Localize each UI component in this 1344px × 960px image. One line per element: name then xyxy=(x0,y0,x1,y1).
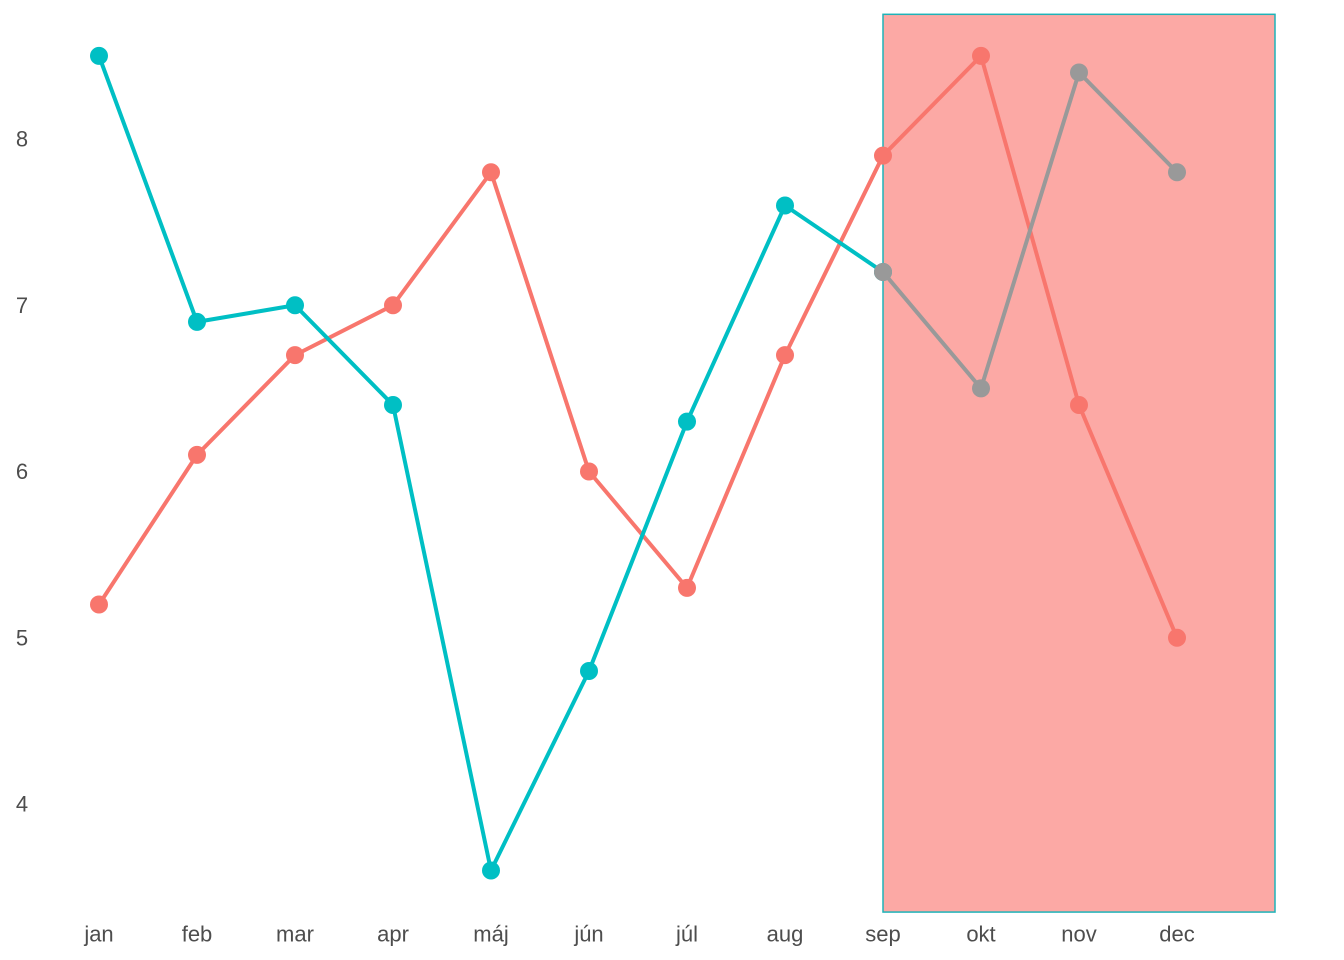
x-tick-label: sep xyxy=(865,922,900,947)
highlight-region xyxy=(882,13,1276,913)
data-point xyxy=(874,263,892,281)
series-1 xyxy=(90,46,1186,647)
y-tick-label: 6 xyxy=(16,459,28,484)
x-tick-label: mar xyxy=(276,922,314,947)
data-point xyxy=(90,46,108,65)
data-point xyxy=(1070,63,1088,82)
x-tick-label: dec xyxy=(1159,922,1194,947)
x-tick-label: apr xyxy=(377,922,409,947)
data-point xyxy=(384,296,402,315)
data-point xyxy=(972,46,990,65)
data-point xyxy=(286,346,304,365)
data-point xyxy=(1168,163,1186,182)
data-point xyxy=(286,296,304,315)
y-axis: 4 5 6 7 8 xyxy=(16,127,28,817)
data-point xyxy=(90,595,108,614)
data-point xyxy=(188,445,206,464)
y-tick-label: 8 xyxy=(16,127,28,152)
series-layer xyxy=(90,46,1186,880)
data-point xyxy=(1168,628,1186,647)
series-line xyxy=(97,53,1179,640)
highlight-region-layer xyxy=(882,13,1276,913)
data-point xyxy=(678,412,696,431)
data-point xyxy=(972,379,990,398)
data-point xyxy=(776,346,794,365)
data-point xyxy=(482,861,500,880)
data-point xyxy=(384,396,402,414)
data-point xyxy=(188,312,206,331)
data-point xyxy=(874,146,892,165)
x-tick-label: jan xyxy=(83,922,113,947)
data-point xyxy=(580,662,598,680)
y-tick-label: 5 xyxy=(16,625,28,650)
data-point xyxy=(482,163,500,182)
x-tick-label: nov xyxy=(1061,922,1096,947)
series-2 xyxy=(90,46,892,880)
series-line xyxy=(881,70,1179,391)
x-axis: jan feb mar apr máj jún júl aug sep okt nov dec xyxy=(83,922,1194,947)
data-point xyxy=(678,578,696,597)
series-3 xyxy=(874,63,1186,398)
x-tick-label: okt xyxy=(966,922,995,947)
x-tick-label: júl xyxy=(675,922,698,947)
y-tick-label: 7 xyxy=(16,293,28,318)
x-tick-label: jún xyxy=(573,922,603,947)
x-tick-label: máj xyxy=(473,922,508,947)
x-tick-label: aug xyxy=(767,922,804,947)
data-point xyxy=(776,196,794,215)
x-tick-label: feb xyxy=(182,922,213,947)
data-point xyxy=(1070,396,1088,414)
data-point xyxy=(580,462,598,481)
y-tick-label: 4 xyxy=(16,792,28,817)
